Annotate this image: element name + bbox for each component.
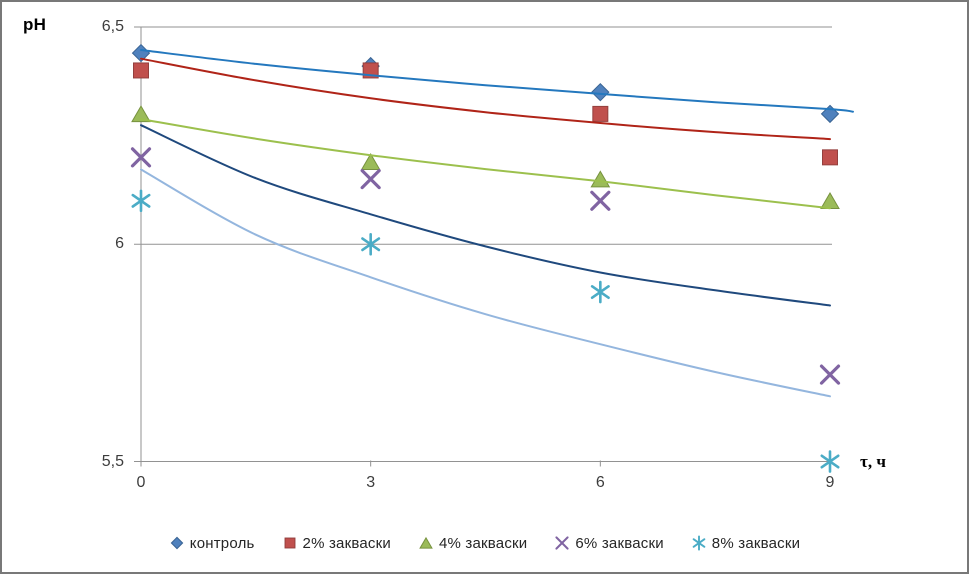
legend-item: 2% закваски xyxy=(282,535,391,552)
triangle-marker xyxy=(360,152,381,170)
data-point xyxy=(133,62,149,79)
data-point xyxy=(590,170,611,188)
data-point xyxy=(590,280,610,304)
legend-item: контроль xyxy=(169,535,255,552)
legend-x-icon xyxy=(555,536,569,550)
x-marker xyxy=(130,147,152,168)
data-point xyxy=(131,105,151,123)
square-marker xyxy=(133,62,149,79)
data-point xyxy=(820,192,840,210)
triangle-marker xyxy=(590,170,611,188)
asterisk-marker xyxy=(820,450,840,473)
legend-label: контроль xyxy=(189,534,255,552)
series-x xyxy=(130,147,841,385)
series-asterisk xyxy=(131,189,840,473)
diamond-marker xyxy=(591,82,610,102)
chart-legend: контроль 2% закваски 4% закваски 6% закваск… xyxy=(2,531,967,555)
square-marker xyxy=(592,105,609,122)
y-tick-label: 6,5 xyxy=(101,18,124,35)
data-point xyxy=(822,149,838,166)
triangle-marker xyxy=(131,105,151,123)
trendline xyxy=(140,57,831,141)
square-marker xyxy=(284,537,295,549)
x-marker xyxy=(360,168,381,190)
legend-item: 6% закваски xyxy=(554,534,664,552)
asterisk-marker xyxy=(131,189,151,213)
asterisk-marker xyxy=(361,232,381,256)
x-tick-label: 6 xyxy=(595,474,605,491)
data-point xyxy=(590,190,611,211)
data-point xyxy=(130,147,152,168)
y-tick-label: 6 xyxy=(115,235,124,253)
legend-label: 6% закваски xyxy=(575,534,664,552)
x-marker xyxy=(555,536,569,550)
x-axis-title: τ, ч xyxy=(860,452,886,471)
series-square xyxy=(133,62,838,166)
x-marker xyxy=(819,364,841,385)
diamond-marker xyxy=(170,536,184,550)
y-axis-title: pH xyxy=(23,15,47,34)
data-point xyxy=(360,152,381,170)
x-tick-label: 0 xyxy=(136,474,146,491)
data-point xyxy=(592,105,609,122)
data-point xyxy=(819,364,841,385)
legend-triangle-icon xyxy=(419,536,433,549)
legend-square-icon xyxy=(284,537,295,549)
asterisk-marker xyxy=(692,535,706,551)
legend-label: 4% закваски xyxy=(438,534,528,552)
data-point xyxy=(360,168,381,190)
legend-asterisk-icon xyxy=(692,535,706,551)
square-marker xyxy=(822,149,838,166)
x-tick-label: 3 xyxy=(366,474,376,491)
asterisk-marker xyxy=(590,280,610,304)
legend-item: 8% закваски xyxy=(691,535,800,552)
series-triangle xyxy=(131,105,840,210)
x-marker xyxy=(590,190,611,211)
data-point xyxy=(131,189,151,213)
series-diamond xyxy=(131,43,840,124)
trendline xyxy=(140,49,854,113)
legend-diamond-icon xyxy=(170,536,184,550)
trendline xyxy=(140,168,831,398)
trendline xyxy=(140,124,831,307)
triangle-marker xyxy=(820,192,840,210)
legend-label: 8% закваски xyxy=(711,534,801,552)
legend-item: 4% закваски xyxy=(418,535,527,552)
triangle-marker xyxy=(419,536,433,549)
trendline xyxy=(140,118,831,210)
x-tick-label: 9 xyxy=(825,474,835,491)
legend-label: 2% закваски xyxy=(302,534,391,552)
data-point xyxy=(591,82,610,102)
data-point xyxy=(361,232,381,256)
data-point xyxy=(820,450,840,473)
y-tick-label: 5,5 xyxy=(101,452,124,470)
